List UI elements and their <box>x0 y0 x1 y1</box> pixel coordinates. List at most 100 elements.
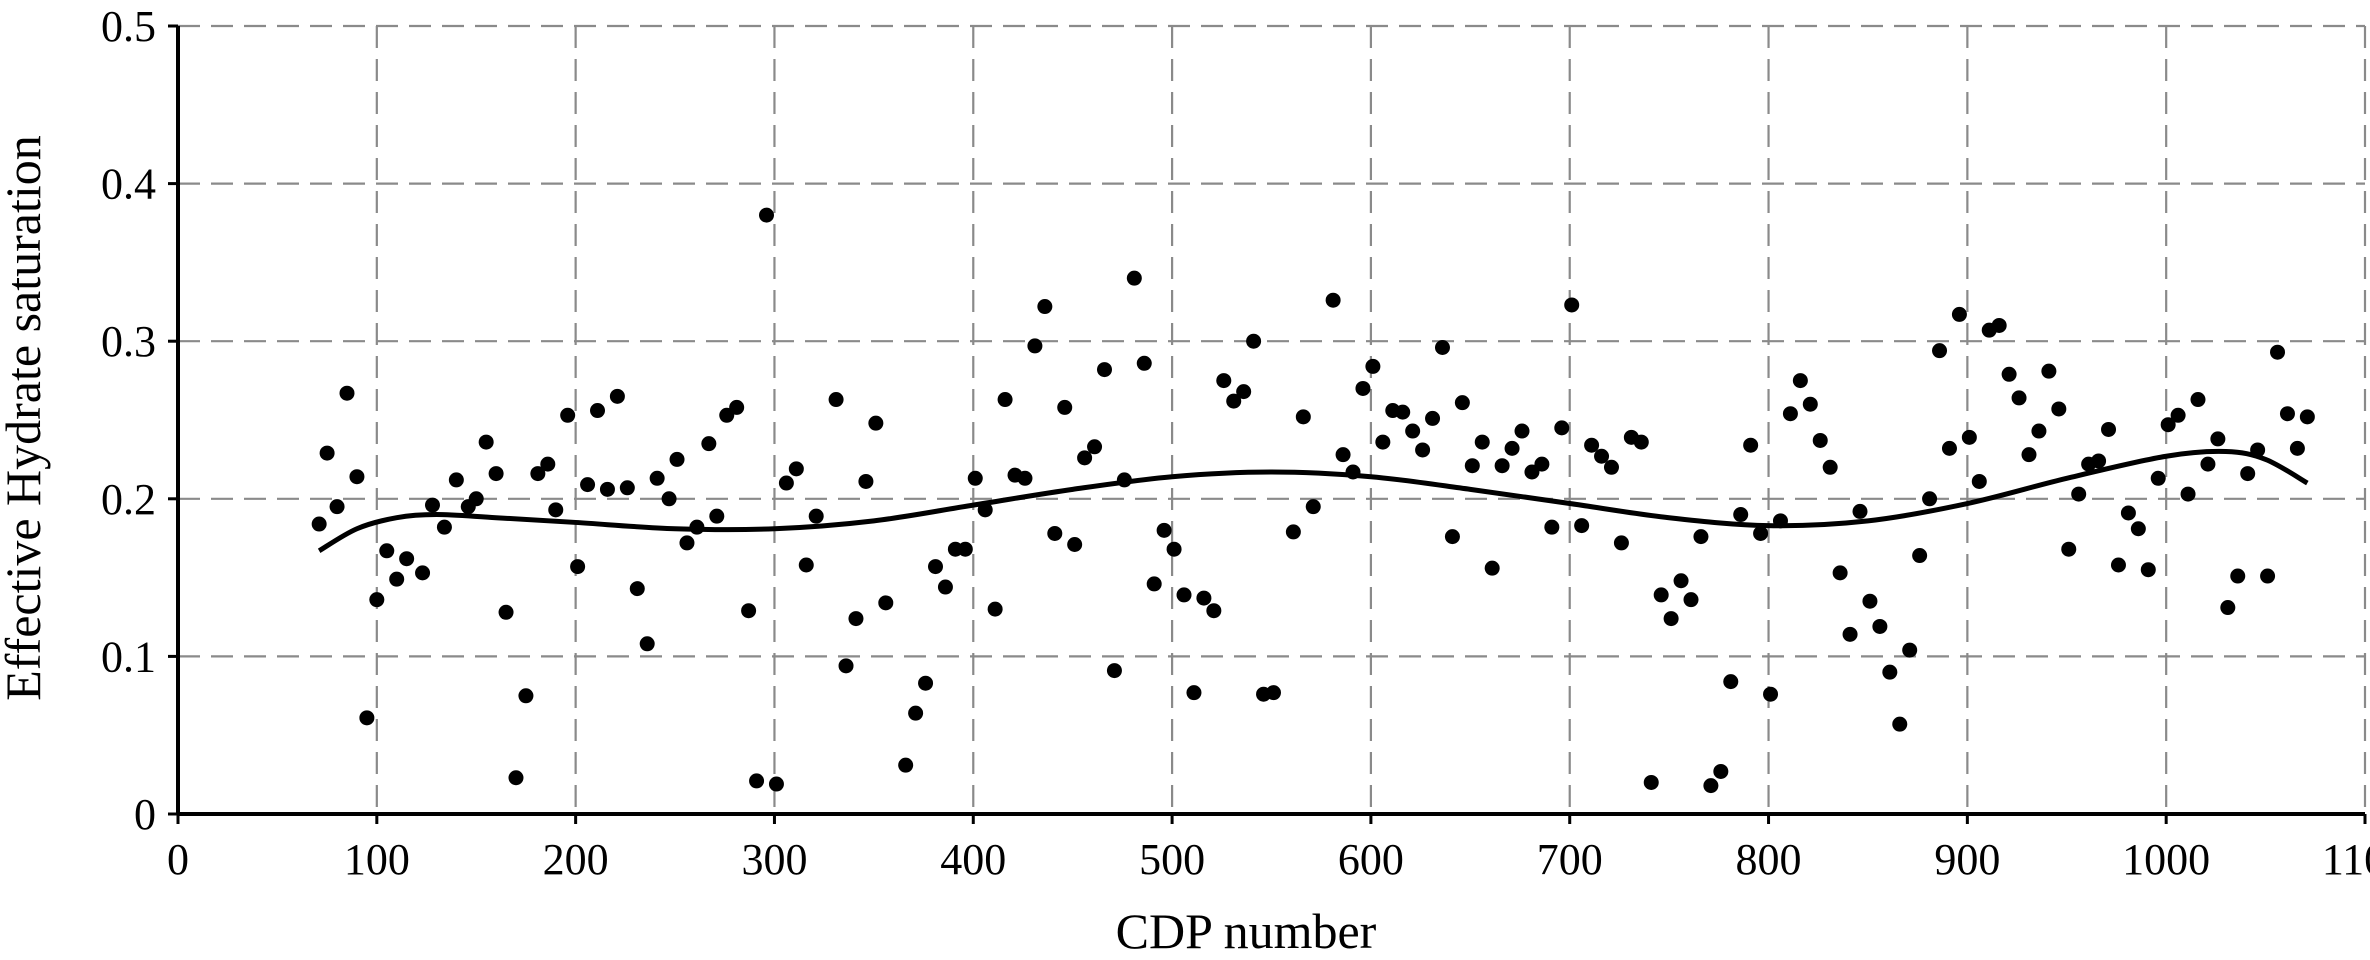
data-point <box>649 470 665 486</box>
x-tick-label: 100 <box>344 835 410 884</box>
data-point <box>1594 448 1610 464</box>
data-point <box>1882 664 1898 680</box>
data-point <box>1345 464 1361 480</box>
data-point <box>1932 343 1948 359</box>
data-point <box>339 385 355 401</box>
data-point <box>1365 358 1381 374</box>
data-point <box>858 473 874 489</box>
data-point <box>1663 611 1679 627</box>
data-point <box>808 508 824 524</box>
data-point <box>379 543 395 559</box>
data-point <box>1912 548 1928 564</box>
data-point <box>1673 573 1689 589</box>
x-tick-label: 1000 <box>2122 835 2210 884</box>
data-point <box>1564 297 1580 313</box>
data-point <box>1991 317 2007 333</box>
data-point <box>898 757 914 773</box>
data-point <box>1792 373 1808 389</box>
data-point <box>689 519 705 535</box>
data-point <box>1514 423 1530 439</box>
data-point <box>908 705 924 721</box>
data-point <box>609 388 625 404</box>
data-point <box>1733 507 1749 523</box>
data-point <box>759 207 775 223</box>
grid-layer <box>178 24 2367 814</box>
data-point <box>1544 519 1560 535</box>
data-points-layer <box>311 207 2315 794</box>
data-point <box>424 497 440 513</box>
data-point <box>599 481 615 497</box>
data-point <box>1395 404 1411 420</box>
data-point <box>590 403 606 419</box>
data-point <box>399 551 415 567</box>
data-point <box>369 592 385 608</box>
data-point <box>1822 459 1838 475</box>
data-point <box>1444 529 1460 545</box>
data-point <box>1474 434 1490 450</box>
data-point <box>1027 338 1043 354</box>
data-point <box>868 415 884 431</box>
data-point <box>2041 363 2057 379</box>
data-point <box>1713 763 1729 779</box>
data-point <box>2071 486 2087 502</box>
data-point <box>2101 421 2117 437</box>
data-point <box>2051 401 2067 417</box>
data-point <box>349 469 365 485</box>
y-tick-label: 0.4 <box>101 160 156 209</box>
trend-line <box>317 448 2309 553</box>
data-point <box>508 770 524 786</box>
data-point <box>1872 618 1888 634</box>
data-point <box>1017 470 1033 486</box>
data-point <box>1574 518 1590 534</box>
data-point <box>1236 384 1252 400</box>
data-point <box>838 658 854 674</box>
x-axis-title: CDP number <box>1116 903 1377 959</box>
data-point <box>2190 392 2206 408</box>
data-point <box>2091 453 2107 469</box>
data-point <box>1852 503 1868 519</box>
data-point <box>1087 439 1103 455</box>
data-point <box>2180 486 2196 502</box>
data-point <box>619 480 635 496</box>
data-point <box>1295 409 1311 425</box>
data-point <box>2110 557 2126 573</box>
x-tick-label: 300 <box>741 835 807 884</box>
data-point <box>1047 525 1063 541</box>
data-point <box>1971 473 1987 489</box>
data-point <box>629 581 645 597</box>
y-tick-label: 0.5 <box>101 2 156 51</box>
data-point <box>1653 587 1669 603</box>
data-point <box>1832 565 1848 581</box>
data-point <box>2021 447 2037 463</box>
data-point <box>2001 366 2017 382</box>
data-point <box>530 466 546 482</box>
data-point <box>1643 774 1659 790</box>
data-point <box>2200 456 2216 472</box>
data-point <box>1812 432 1828 448</box>
data-point <box>1425 410 1441 426</box>
data-point <box>788 461 804 477</box>
y-tick-label: 0.3 <box>101 317 156 366</box>
data-point <box>997 392 1013 408</box>
data-point <box>1265 685 1281 701</box>
x-tick-label: 800 <box>1736 835 1802 884</box>
data-point <box>1405 423 1421 439</box>
data-point <box>2289 440 2305 456</box>
data-point <box>1077 450 1093 466</box>
axes-layer <box>168 24 2367 824</box>
data-point <box>878 595 894 611</box>
data-point <box>1723 674 1739 690</box>
data-point <box>2130 521 2146 537</box>
data-point <box>1156 522 1172 538</box>
data-point <box>701 436 717 452</box>
data-point <box>2299 409 2315 425</box>
data-point <box>498 604 514 620</box>
data-point <box>1763 686 1779 702</box>
data-point <box>1584 437 1600 453</box>
data-point <box>2031 423 2047 439</box>
data-point <box>1216 373 1232 389</box>
data-point <box>1862 593 1878 609</box>
data-point <box>967 470 983 486</box>
data-point <box>2260 568 2276 584</box>
